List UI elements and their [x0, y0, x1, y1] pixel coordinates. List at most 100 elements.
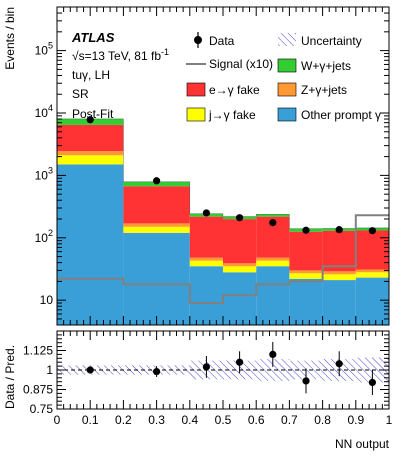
ratio-point [202, 363, 210, 371]
legend: Data Uncertainty Signal (x10) W+γ+jets e… [186, 32, 381, 122]
x-axis-label: NN output [335, 437, 390, 451]
data-point [153, 177, 161, 185]
stack-bar [289, 278, 323, 325]
signal-line [57, 214, 389, 305]
stack-bar [223, 219, 257, 264]
stack-bar [123, 223, 190, 227]
main-x-ticks [56, 7, 390, 325]
ratio-plot-area [57, 341, 389, 395]
legend-zgamma-swatch [277, 82, 297, 97]
stack-bar [355, 272, 389, 278]
stack-bar [322, 274, 356, 281]
y-axis-label-ratio: Data / Pred. [3, 345, 17, 409]
legend-item-signal: Signal (x10) [186, 57, 273, 71]
ratio-panel: 0.75 0.875 1 1.125 0 0.1 0.2 0.3 0.4 0.5 0.6 0.7 0.8… [23, 330, 393, 427]
stack-bar [223, 263, 257, 267]
channel-label: tuγ, LH [72, 68, 110, 82]
fit-label: Post-Fit [72, 107, 114, 121]
data-point [368, 227, 376, 235]
ratio-y-tick-label: 0.75 [30, 402, 54, 416]
stack-bar [289, 273, 323, 279]
legend-item-wgamma: W+γ+jets [277, 58, 351, 73]
ratio-point [335, 360, 343, 368]
stack-series-2 [57, 151, 389, 275]
stack-bar [223, 272, 257, 325]
stack-bar [355, 269, 389, 273]
stack-series-3 [57, 124, 389, 272]
stack-bar [57, 155, 124, 165]
legend-item-data: Data [194, 32, 235, 48]
ratio-y-tick-label: 1.125 [23, 344, 53, 358]
legend-data-marker [194, 36, 202, 44]
stack-bar [256, 257, 290, 261]
main-plot-area [57, 116, 389, 325]
ratio-point [153, 367, 161, 376]
ratio-y-tick-label: 0.875 [23, 383, 53, 397]
legend-jetfake-label: j→γ fake [208, 108, 256, 122]
data-point [335, 226, 343, 234]
region-label: SR [72, 87, 89, 101]
x-tick-label: 1 [386, 413, 393, 427]
ratio-y-ticks: 0.75 0.875 1 1.125 [23, 330, 389, 416]
stack-bar [322, 230, 356, 272]
legend-data-label: Data [209, 34, 235, 48]
legend-item-zgamma: Z+γ+jets [277, 82, 347, 97]
legend-item-efake: e→γ fake [186, 82, 260, 97]
data-point [269, 219, 277, 227]
legend-other-swatch [277, 107, 297, 122]
x-tick-label: 0.5 [215, 413, 232, 427]
stack-bar [223, 266, 257, 273]
legend-jetfake-swatch [186, 107, 206, 122]
x-tick-label: 0.7 [281, 413, 298, 427]
stack-bar [189, 266, 223, 325]
stack-bar [123, 186, 190, 224]
energy-lumi-label: √s=13 TeV, 81 fb-1 [72, 47, 169, 63]
stack-bar [289, 231, 323, 271]
x-tick-label: 0.4 [181, 413, 198, 427]
stack-series-0 [57, 164, 389, 325]
y-tick-label: 10 [40, 293, 54, 307]
ratio-point [368, 378, 376, 387]
stack-bar [123, 226, 190, 233]
ratio-x-ticks: 0 0.1 0.2 0.3 0.4 0.5 0.6 0.7 0.8 0.9 1 [54, 331, 393, 427]
legend-wgamma-label: W+γ+jets [301, 59, 351, 73]
y-axis-label-main: Events / bin [3, 7, 17, 70]
stack-bar [256, 214, 290, 217]
ratio-point [302, 377, 310, 385]
main-y-ticks: 10 102 103 104 105 [35, 6, 389, 326]
legend-other-label: Other prompt γ [301, 108, 381, 122]
data-point [236, 214, 244, 222]
legend-uncertainty-label: Uncertainty [301, 34, 362, 48]
stack-bar [256, 266, 290, 325]
stack-bar [189, 257, 223, 261]
stack-bar [355, 230, 389, 270]
x-tick-label: 0 [54, 413, 61, 427]
stack-bar [57, 124, 124, 152]
x-tick-label: 0.1 [82, 413, 99, 427]
stack-bar [57, 164, 124, 325]
atlas-label: ATLAS [71, 30, 115, 45]
x-tick-label: 0.3 [148, 413, 165, 427]
stack-bar [57, 151, 124, 156]
ratio-point [86, 366, 94, 374]
legend-uncertainty-swatch [278, 33, 296, 46]
x-tick-label: 0.8 [314, 413, 331, 427]
legend-item-uncertainty: Uncertainty [278, 33, 362, 48]
ratio-point [236, 358, 244, 366]
stack-bar [322, 280, 356, 325]
stack-bar [322, 271, 356, 275]
legend-item-other: Other prompt γ [277, 107, 381, 122]
stack-bar [189, 216, 223, 258]
stack-bar [355, 277, 389, 325]
legend-item-jetfake: j→γ fake [186, 107, 256, 122]
y-tick-label: 104 [35, 103, 53, 120]
legend-zgamma-label: Z+γ+jets [301, 83, 347, 97]
y-tick-label: 105 [35, 41, 53, 58]
data-point [202, 209, 210, 217]
stack-bar [256, 260, 290, 267]
ratio-point [269, 350, 277, 358]
legend-wgamma-swatch [277, 58, 297, 73]
ratio-y-tick-label: 1 [46, 363, 53, 377]
